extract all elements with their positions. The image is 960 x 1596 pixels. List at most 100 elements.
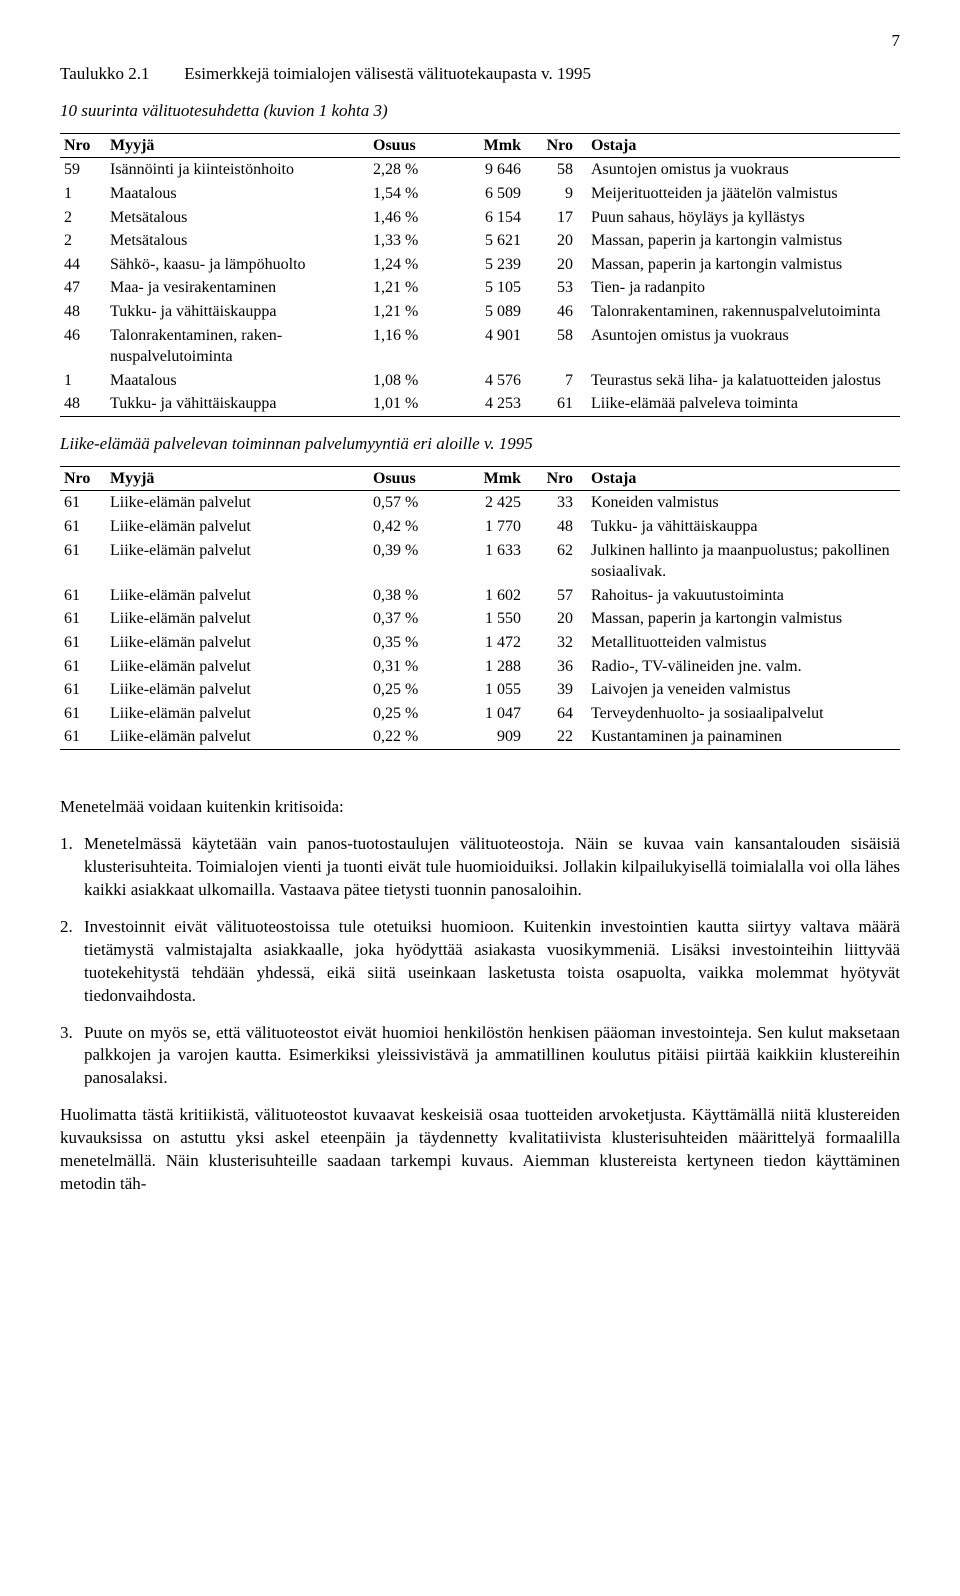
table-row: 59Isännöinti ja kiinteistön­hoito2,28 %9… <box>60 158 900 182</box>
cell: 48 <box>60 392 106 416</box>
table-row: 61Liike-elämän palvelut0,25 %1 05539Laiv… <box>60 678 900 702</box>
cell: Liike-elämän palvelut <box>106 631 369 655</box>
cell: 61 <box>525 392 577 416</box>
th-myyja: Myyjä <box>106 466 369 491</box>
cell: 61 <box>60 655 106 679</box>
cell: Talonrakentaminen, raken­nuspalvelutoimi… <box>106 324 369 369</box>
cell: 20 <box>525 253 577 277</box>
th-nro2: Nro <box>525 133 577 158</box>
cell: Liike-elämän palvelut <box>106 702 369 726</box>
cell: 44 <box>60 253 106 277</box>
cell: 62 <box>525 539 577 584</box>
cell: Teurastus sekä liha- ja kalatuotteiden j… <box>577 369 900 393</box>
cell: Radio-, TV-välineiden jne. valm. <box>577 655 900 679</box>
cell: 53 <box>525 276 577 300</box>
cell: Kustantaminen ja painaminen <box>577 725 900 749</box>
cell: 39 <box>525 678 577 702</box>
cell: 61 <box>60 631 106 655</box>
cell: 64 <box>525 702 577 726</box>
list-number: 1. <box>60 833 84 902</box>
table-row: 2Metsätalous1,33 %5 62120Massan, paperin… <box>60 229 900 253</box>
cell: 32 <box>525 631 577 655</box>
th-osuus: Osuus <box>369 133 457 158</box>
cell: Tukku- ja vähittäiskauppa <box>106 392 369 416</box>
cell: 58 <box>525 324 577 369</box>
cell: Talonrakentaminen, rakennuspalvelutoi­mi… <box>577 300 900 324</box>
critique-item: 3.Puute on myös se, että välituoteostot … <box>60 1022 900 1091</box>
list-text: Investoinnit eivät välituoteostoissa tul… <box>84 916 900 1008</box>
cell: 0,39 % <box>369 539 457 584</box>
page-number: 7 <box>60 30 900 53</box>
th-nro2: Nro <box>525 466 577 491</box>
cell: 1,24 % <box>369 253 457 277</box>
table-row: 61Liike-elämän palvelut0,42 %1 77048Tukk… <box>60 515 900 539</box>
cell: Liike-elämän palvelut <box>106 539 369 584</box>
cell: 2 <box>60 206 106 230</box>
document-page: 7 Taulukko 2.1 Esimerkkejä toimialojen v… <box>0 0 960 1250</box>
cell: 7 <box>525 369 577 393</box>
cell: Liike-elämän palvelut <box>106 678 369 702</box>
table-row: 61Liike-elämän palvelut0,31 %1 28836Radi… <box>60 655 900 679</box>
cell: 61 <box>60 584 106 608</box>
cell: 0,38 % <box>369 584 457 608</box>
th-myyja: Myyjä <box>106 133 369 158</box>
cell: 1,01 % <box>369 392 457 416</box>
table-row: 61Liike-elämän palvelut0,22 %90922Kustan… <box>60 725 900 749</box>
cell: 58 <box>525 158 577 182</box>
cell: Metsätalous <box>106 229 369 253</box>
cell: 4 253 <box>457 392 525 416</box>
cell: 22 <box>525 725 577 749</box>
cell: 0,37 % <box>369 607 457 631</box>
th-nro: Nro <box>60 466 106 491</box>
cell: Metsätalous <box>106 206 369 230</box>
cell: Massan, paperin ja kartongin valmistus <box>577 253 900 277</box>
cell: 1 472 <box>457 631 525 655</box>
cell: Liike-elämän palvelut <box>106 515 369 539</box>
table-2: Nro Myyjä Osuus Mmk Nro Ostaja 61Liike-e… <box>60 466 900 750</box>
table-row: 48Tukku- ja vähittäiskauppa1,01 %4 25361… <box>60 392 900 416</box>
cell: Laivojen ja veneiden valmistus <box>577 678 900 702</box>
cell: 1,46 % <box>369 206 457 230</box>
cell: Maatalous <box>106 182 369 206</box>
table-header-row: Nro Myyjä Osuus Mmk Nro Ostaja <box>60 466 900 491</box>
cell: Maa- ja vesirakentaminen <box>106 276 369 300</box>
critique-intro: Menetelmää voidaan kuitenkin kritisoida: <box>60 796 900 819</box>
cell: 20 <box>525 607 577 631</box>
cell: Asuntojen omistus ja vuokraus <box>577 324 900 369</box>
table-caption: Taulukko 2.1 Esimerkkejä toimialojen väl… <box>60 63 900 86</box>
subheading-1: 10 suurinta välituotesuhdetta (kuvion 1 … <box>60 100 900 123</box>
table-row: 61Liike-elämän palvelut0,39 %1 63362Julk… <box>60 539 900 584</box>
caption-label: Taulukko 2.1 <box>60 63 180 86</box>
cell: Puun sahaus, höyläys ja kyllästys <box>577 206 900 230</box>
subheading-2: Liike-elämää palvelevan toiminnan palvel… <box>60 433 900 456</box>
cell: 61 <box>60 539 106 584</box>
table-row: 61Liike-elämän palvelut0,57 %2 42533Kone… <box>60 491 900 515</box>
cell: Massan, paperin ja kartongin valmistus <box>577 229 900 253</box>
cell: 0,25 % <box>369 702 457 726</box>
cell: 1,21 % <box>369 300 457 324</box>
cell: 5 239 <box>457 253 525 277</box>
cell: Meijerituotteiden ja jäätelön valmistus <box>577 182 900 206</box>
cell: 36 <box>525 655 577 679</box>
list-text: Puute on myös se, että välituoteostot ei… <box>84 1022 900 1091</box>
cell: Sähkö-, kaasu- ja lämpö­huolto <box>106 253 369 277</box>
table-row: 1Maatalous1,08 %4 5767Teurastus sekä lih… <box>60 369 900 393</box>
cell: Liike-elämän palvelut <box>106 655 369 679</box>
table-row: 61Liike-elämän palvelut0,25 %1 04764Terv… <box>60 702 900 726</box>
caption-text: Esimerkkejä toimialojen välisestä välitu… <box>184 64 591 83</box>
table-row: 1Maatalous1,54 %6 5099Meijerituotteiden … <box>60 182 900 206</box>
cell: Asuntojen omistus ja vuokraus <box>577 158 900 182</box>
critique-item: 2.Investoinnit eivät välituoteostoissa t… <box>60 916 900 1008</box>
table-row: 61Liike-elämän palvelut0,35 %1 47232Meta… <box>60 631 900 655</box>
table-row: 48Tukku- ja vähittäiskauppa1,21 %5 08946… <box>60 300 900 324</box>
cell: 5 105 <box>457 276 525 300</box>
cell: 6 509 <box>457 182 525 206</box>
cell: 46 <box>60 324 106 369</box>
cell: Liike-elämän palvelut <box>106 725 369 749</box>
cell: Tukku- ja vähittäiskauppa <box>106 300 369 324</box>
cell: 0,57 % <box>369 491 457 515</box>
cell: 1 <box>60 182 106 206</box>
table-1: Nro Myyjä Osuus Mmk Nro Ostaja 59Isännöi… <box>60 133 900 417</box>
list-text: Menetelmässä käytetään vain panos-tuotos… <box>84 833 900 902</box>
cell: Julkinen hallinto ja maanpuolustus; pako… <box>577 539 900 584</box>
